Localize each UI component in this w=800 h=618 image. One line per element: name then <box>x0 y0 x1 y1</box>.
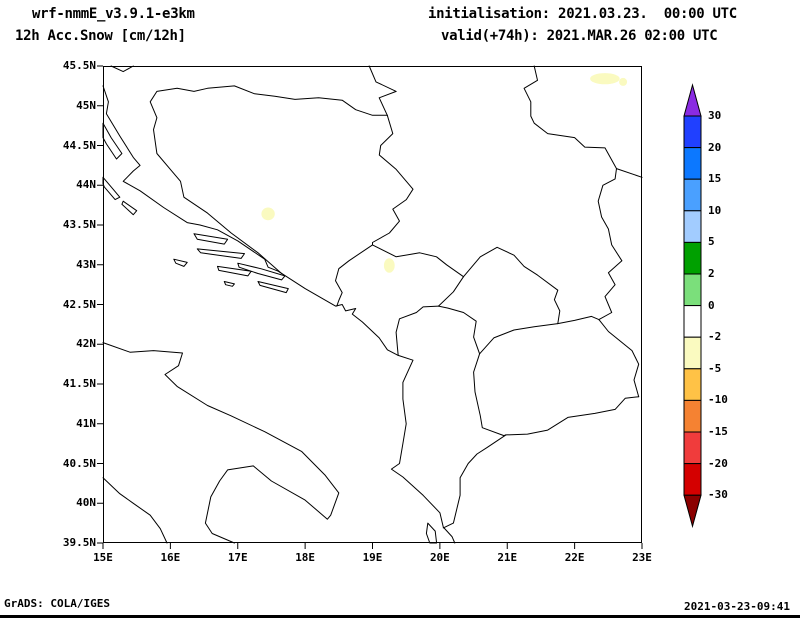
colorbar-boundary-label: 20 <box>708 141 722 154</box>
map-plot <box>97 65 643 549</box>
snow-patch <box>383 258 395 273</box>
island-corfu-outline <box>425 522 438 544</box>
colorbar-segment <box>683 336 702 370</box>
y-tick-label: 40.5N <box>62 456 96 470</box>
x-tick-label: 22E <box>564 551 585 564</box>
colorbar-boundary-label: 30 <box>708 109 722 122</box>
colorbar-boundary-label: -10 <box>708 393 728 406</box>
border-croatia-bosnia <box>149 85 388 274</box>
colorbar-segment <box>683 115 702 149</box>
colorbar-segment <box>683 431 702 465</box>
map-frame <box>103 66 642 543</box>
border-albania-greece <box>442 434 507 529</box>
y-tick-label: 44N <box>76 178 96 192</box>
colorbar-segment <box>683 241 702 275</box>
colorbar-segment <box>683 178 702 212</box>
x-tick-label: 16E <box>160 551 181 564</box>
valid-time-label: valid(+74h): 2021.MAR.26 02:00 UTC <box>441 28 718 44</box>
coastline-east-adriatic <box>102 85 456 544</box>
x-tick-label: 15E <box>93 551 113 564</box>
snow-patch <box>261 207 275 221</box>
grads-credit: GrADS: COLA/IGES <box>4 597 110 610</box>
y-tick-label: 42.5N <box>62 297 96 311</box>
border-bosnia-montenegro <box>335 244 373 307</box>
snow-patch <box>590 73 620 85</box>
colorbar-arrow <box>683 494 702 529</box>
colorbar-boundary-label: 5 <box>708 235 715 248</box>
colorbar-boundary-label: -2 <box>708 330 722 343</box>
x-tick-label: 19E <box>362 551 383 564</box>
border-kosovo-albania <box>438 305 481 355</box>
y-tick-label: 43N <box>76 257 96 271</box>
colorbar-segment <box>683 273 702 307</box>
colorbar-segment <box>683 210 702 243</box>
border-kosovo-macedonia <box>479 323 559 355</box>
colorbar-boundary-label: 10 <box>708 204 722 217</box>
colorbar <box>683 83 702 529</box>
colorbar-boundary-label: -5 <box>708 362 722 375</box>
y-tick-label: 42N <box>76 337 96 351</box>
y-tick-label: 40N <box>76 496 96 510</box>
colorbar-boundary-label: -15 <box>708 425 728 438</box>
y-tick-label: 39.5N <box>62 536 96 549</box>
creation-timestamp: 2021-03-23-09:41 <box>684 600 790 613</box>
y-tick-label: 41.5N <box>62 377 96 390</box>
coastline-italy-adriatic-ionian <box>102 342 340 544</box>
colorbar-segment <box>683 399 702 433</box>
snow-patch-layer <box>261 73 628 273</box>
y-tick-label: 41N <box>76 416 96 430</box>
x-tick-label: 23E <box>632 551 652 564</box>
y-tick-label: 45.5N <box>62 59 96 72</box>
border-macedonia-bulgaria <box>598 319 640 398</box>
bottom-border-bar <box>0 615 800 618</box>
model-title: wrf-nmmE_v3.9.1-e3km <box>32 6 195 22</box>
colorbar-boundary-label: 15 <box>708 172 722 185</box>
axis-ticks <box>97 65 643 549</box>
border-bosnia-serbia-drina <box>372 114 414 246</box>
border-albania-macedonia <box>473 353 507 437</box>
colorbar-boundary-label: 0 <box>708 299 715 312</box>
x-tick-label: 18E <box>295 551 316 564</box>
colorbar-segment <box>683 305 702 338</box>
border-serbia-romania <box>523 65 617 170</box>
y-tick-label: 45N <box>76 98 96 112</box>
x-tick-label: 21E <box>497 551 518 564</box>
border-kosovo-serbia <box>463 246 561 325</box>
border-montenegro-serbia <box>372 244 464 278</box>
border-montenegro-kosovo <box>438 276 464 307</box>
snow-patch <box>619 77 628 86</box>
x-tick-label: 20E <box>429 551 450 564</box>
colorbar-segment <box>683 368 702 401</box>
field-title: 12h Acc.Snow [cm/12h] <box>15 28 186 44</box>
border-serbia-bulgaria <box>597 168 623 321</box>
init-time-label: initialisation: 2021.03.23. 00:00 UTC <box>428 6 737 22</box>
colorbar-arrow <box>683 83 702 117</box>
colorbar-boundary-label: -30 <box>708 488 728 501</box>
x-tick-label: 17E <box>227 551 248 564</box>
colorbar-segment <box>683 147 702 180</box>
border-montenegro-albania <box>395 305 439 356</box>
border-croatia-serbia <box>368 65 397 116</box>
border-romania-bulgaria <box>616 168 643 178</box>
border-serbia-macedonia <box>557 315 600 325</box>
croatian-islands-outline <box>102 122 289 294</box>
y-tick-label: 43.5N <box>62 218 96 231</box>
colorbar-boundary-label: -20 <box>708 457 728 470</box>
y-tick-label: 44.5N <box>62 138 96 152</box>
border-slovenia-croatia <box>110 65 134 73</box>
coastline-italy-tyrrhenian <box>102 477 168 544</box>
colorbar-segment <box>683 463 702 496</box>
border-macedonia-greece <box>505 396 640 436</box>
colorbar-boundary-label: 2 <box>708 267 715 280</box>
